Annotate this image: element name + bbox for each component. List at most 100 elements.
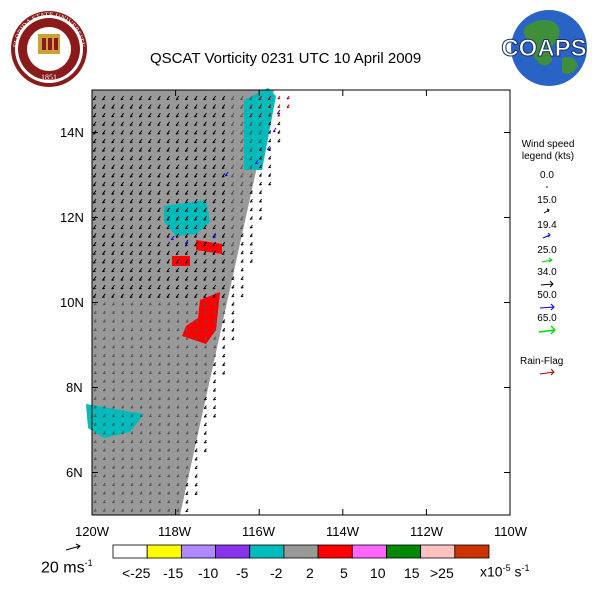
wind-arrow — [129, 193, 133, 195]
wind-arrow — [139, 201, 142, 204]
wind-arrow — [259, 201, 262, 203]
wind-arrow — [139, 407, 143, 409]
wind-arrow — [203, 227, 207, 230]
wind-arrow — [112, 303, 115, 306]
wind-arrow — [250, 218, 253, 220]
wind-arrow — [93, 389, 97, 392]
wind-arrow — [149, 381, 152, 383]
wind-arrow — [203, 210, 207, 213]
wind-arrow — [195, 364, 198, 366]
wind-arrow — [158, 484, 161, 487]
colorbar-swatch — [249, 544, 285, 559]
wind-arrow — [149, 415, 152, 418]
wind-arrow — [231, 184, 234, 187]
wind-arrow — [111, 150, 115, 152]
wind-arrow — [102, 98, 105, 101]
wind-arrow — [130, 450, 134, 452]
wind-arrow — [148, 279, 151, 281]
wind-arrow — [221, 184, 225, 187]
wind-arrow — [195, 312, 198, 315]
wind-arrow — [212, 270, 216, 273]
wind-arrow — [148, 107, 151, 109]
wind-arrow — [120, 287, 124, 290]
wind-arrow — [231, 124, 234, 127]
wind-arrow — [249, 115, 253, 118]
wind-arrow — [139, 398, 143, 401]
wind-arrow — [255, 162, 258, 165]
wind-arrow — [203, 262, 207, 264]
wind-arrow — [194, 459, 198, 461]
wind-arrow — [185, 107, 188, 109]
wind-arrow — [176, 484, 180, 487]
wind-arrow — [121, 338, 125, 340]
wind-arrow — [120, 210, 124, 213]
wind-arrow — [203, 193, 207, 195]
wind-arrow — [249, 98, 253, 101]
calm-dot-icon — [546, 186, 548, 188]
wind-arrow — [148, 167, 151, 170]
wind-arrow — [103, 493, 106, 495]
wind-arrow — [185, 210, 188, 213]
wind-arrow — [166, 167, 170, 170]
wind-arrow — [250, 261, 253, 263]
wind-arrow — [175, 141, 179, 144]
wind-arrow — [158, 355, 161, 358]
wind-arrow — [112, 475, 115, 478]
wind-arrow — [111, 201, 115, 204]
wind-arrow — [240, 278, 244, 281]
wind-arrow — [194, 236, 197, 238]
wind-arrow — [195, 398, 198, 401]
wind-arrow — [212, 210, 216, 213]
wind-arrow — [121, 467, 125, 469]
wind-arrow — [203, 167, 207, 170]
wind-arrow — [112, 398, 115, 401]
wind-arrow — [129, 176, 133, 178]
wind-arrow — [102, 227, 105, 230]
wind-arrow — [120, 279, 124, 281]
wind-arrow — [268, 166, 272, 169]
wind-arrow — [103, 364, 106, 366]
wind-arrow — [148, 287, 151, 290]
wind-arrow — [139, 98, 142, 101]
wind-arrow — [111, 279, 115, 281]
wind-arrow — [185, 296, 188, 299]
wind-arrow — [231, 262, 234, 264]
wind-arrow — [240, 176, 243, 178]
wind-arrow — [93, 107, 96, 109]
wind-arrow — [129, 98, 133, 101]
wind-arrow — [130, 493, 134, 495]
wind-arrow — [157, 107, 161, 109]
wind-arrow — [103, 484, 106, 487]
wind-arrow — [130, 389, 134, 392]
wind-arrow — [102, 201, 105, 204]
wind-arrow — [176, 398, 180, 401]
arrow-max-icon — [538, 325, 556, 335]
wind-arrow — [185, 381, 189, 383]
wind-arrow — [139, 253, 142, 256]
wind-arrow — [121, 424, 125, 426]
wind-arrow — [185, 364, 189, 366]
wind-arrow — [149, 484, 152, 487]
wind-arrow — [111, 270, 115, 273]
wind-arrow — [148, 219, 151, 221]
wind-arrow — [129, 244, 133, 247]
wind-arrow — [185, 458, 189, 461]
wind-arrow — [194, 133, 197, 135]
wind-arrow — [203, 253, 207, 256]
wind-arrow — [221, 124, 225, 127]
wind-arrow — [167, 338, 171, 340]
wind-arrow — [93, 381, 97, 383]
wind-arrow — [166, 150, 170, 152]
wind-arrow — [120, 193, 124, 195]
wind-arrow — [139, 270, 142, 273]
colorbar-label: 2 — [306, 565, 314, 581]
wind-arrow — [121, 407, 125, 409]
wind-arrow — [175, 296, 179, 299]
wind-arrow — [93, 193, 96, 195]
wind-arrow — [93, 364, 97, 366]
wind-arrow — [176, 458, 180, 461]
wind-arrow — [250, 244, 253, 246]
wind-arrow — [194, 270, 197, 273]
wind-arrow — [157, 158, 161, 161]
wind-arrow — [148, 133, 151, 135]
